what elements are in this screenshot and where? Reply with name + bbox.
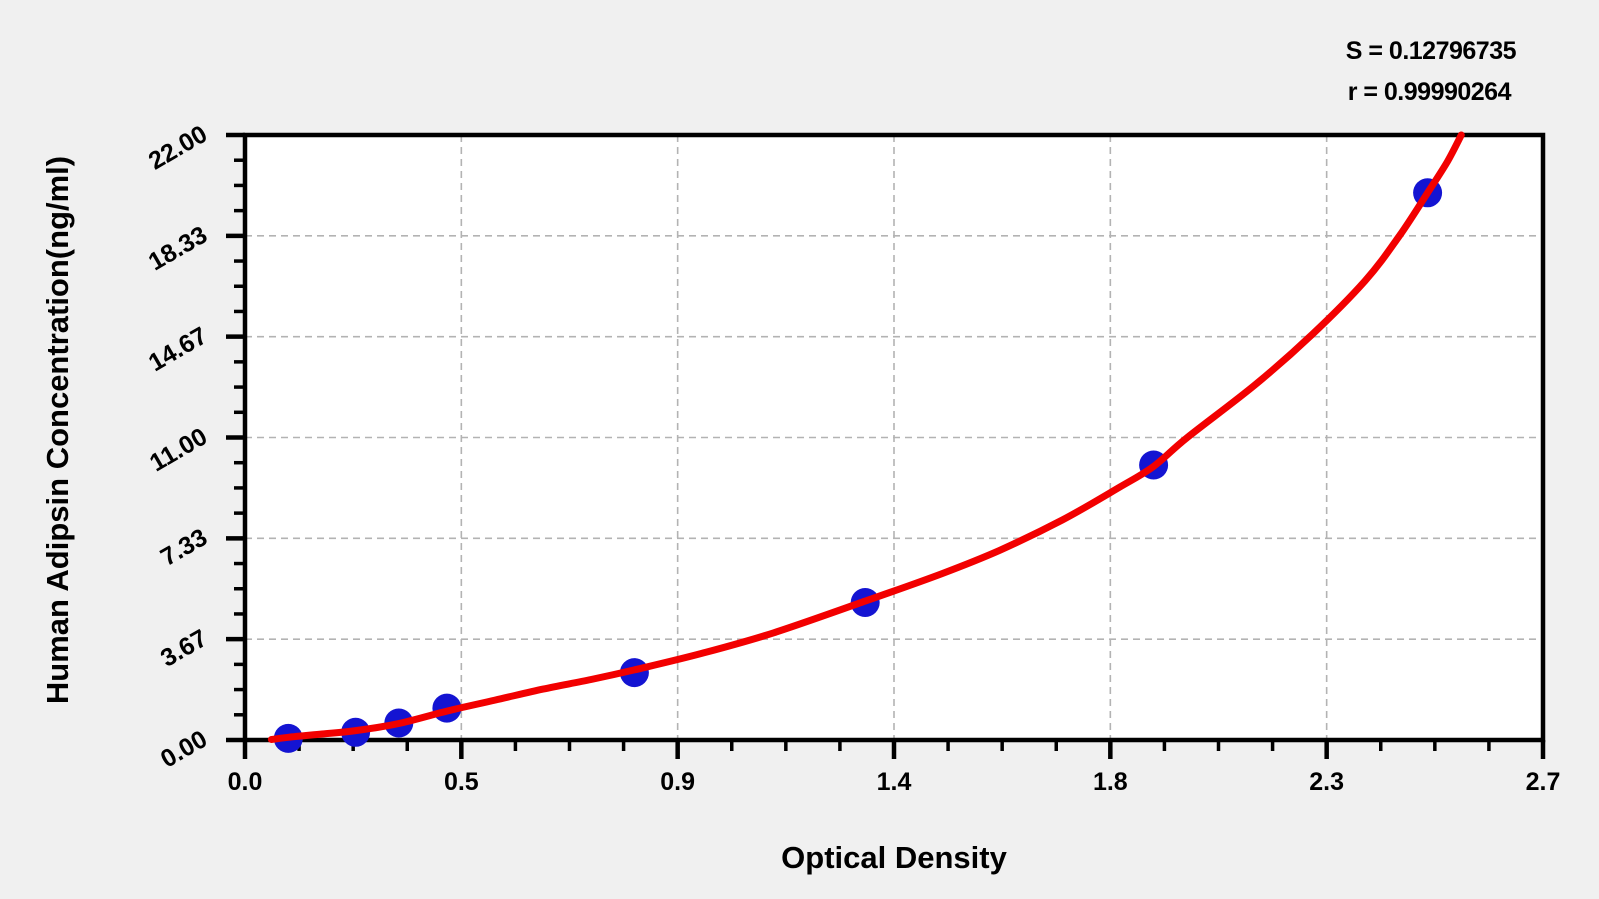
x-axis-title: Optical Density (781, 840, 1007, 875)
y-tick-label: 7.33 (156, 523, 212, 572)
x-tick-label: 0.9 (660, 768, 695, 796)
annotation-r: r = 0.99990264 (1348, 78, 1512, 106)
gridlines (245, 135, 1543, 740)
x-tick-label: 1.8 (1093, 768, 1128, 796)
x-tick-label: 0.0 (228, 768, 263, 796)
y-tick-labels: 0.00 3.67 7.33 11.00 14.67 18.33 22.00 (144, 120, 212, 774)
y-tick-label: 18.33 (144, 221, 212, 277)
x-tick-labels: 0.0 0.5 0.9 1.4 1.8 2.3 2.7 (228, 768, 1561, 796)
y-tick-label: 3.67 (156, 624, 212, 673)
x-tick-label: 0.5 (444, 768, 479, 796)
y-tick-label: 22.00 (144, 120, 212, 176)
x-tick-label: 2.3 (1309, 768, 1344, 796)
x-tick-label: 1.4 (877, 768, 912, 796)
x-tick-label: 2.7 (1526, 768, 1561, 796)
annotation-s: S = 0.12796735 (1346, 37, 1517, 65)
fit-curve (267, 131, 1465, 743)
y-tick-label: 11.00 (145, 422, 212, 477)
y-tick-label: 14.67 (144, 322, 212, 378)
y-axis-title: Human Adipsin Concentration(ng/ml) (40, 156, 75, 704)
y-tick-label: 0.00 (156, 725, 212, 774)
plot-border (242, 132, 1546, 743)
